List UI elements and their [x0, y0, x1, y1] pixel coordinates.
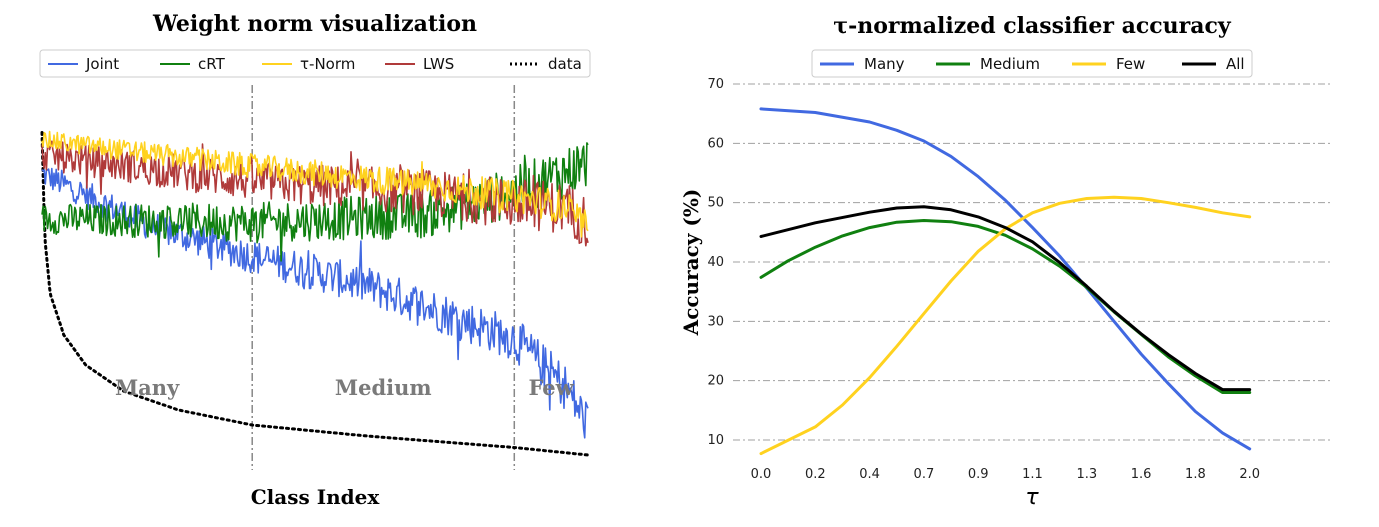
left-legend-label: cRT	[198, 55, 226, 73]
tau-accuracy-chart: τ-normalized classifier accuracy Many Med…	[679, 13, 1330, 510]
right-legend-label: Many	[864, 55, 905, 73]
left-legend-item-joint: Joint	[48, 55, 119, 73]
left-legend-frame	[39, 49, 591, 78]
x-tick-label: 0.4	[859, 467, 880, 482]
region-label-medium: Medium	[335, 375, 432, 400]
right-gridlines	[733, 83, 1330, 441]
series-line-medium	[759, 219, 1252, 394]
right-legend-label: All	[1226, 55, 1245, 73]
y-tick-label: 40	[707, 255, 724, 270]
series-line-joint	[41, 167, 589, 439]
x-tick-label: 2.0	[1239, 467, 1260, 482]
series-line-many	[759, 107, 1252, 451]
y-tick-label: 30	[707, 314, 724, 329]
right-series-lines	[759, 107, 1252, 456]
left-legend-label: LWS	[423, 55, 454, 73]
x-tick-label: 1.1	[1022, 467, 1043, 482]
series-line-all	[759, 205, 1252, 392]
left-x-axis-label: Class Index	[251, 485, 381, 509]
y-tick-label: 50	[707, 196, 724, 211]
left-legend: Joint cRT τ-Norm LWS data	[39, 49, 591, 78]
region-label-few: Few	[529, 375, 575, 400]
right-legend: Many Medium Few All	[811, 49, 1253, 78]
weight-norm-chart: Weight norm visualization Joint cRT τ-Norm…	[39, 11, 591, 509]
right-x-ticks: 0.0 0.2 0.4 0.7 0.9 1.1 1.3 1.6 1.8 2.0	[751, 467, 1260, 482]
series-line-norm	[41, 130, 589, 238]
y-tick-label: 20	[707, 374, 724, 389]
right-legend-label: Few	[1116, 55, 1145, 73]
left-legend-item-norm: τ-Norm	[262, 55, 355, 73]
x-tick-label: 1.6	[1131, 467, 1152, 482]
x-tick-label: 0.2	[805, 467, 826, 482]
region-label-many: Many	[115, 375, 180, 400]
right-legend-item-few: Few	[1072, 55, 1145, 73]
x-tick-label: 1.3	[1076, 467, 1097, 482]
y-tick-label: 60	[707, 136, 724, 151]
left-region-dividers	[251, 85, 516, 470]
left-legend-item-data: data	[510, 55, 582, 73]
right-legend-item-all: All	[1182, 55, 1245, 73]
x-tick-label: 0.9	[968, 467, 989, 482]
left-region-labels: Many Medium Few	[115, 375, 575, 400]
right-y-ticks: 10 20 30 40 50 60 70	[707, 77, 724, 448]
right-legend-item-many: Many	[820, 55, 905, 73]
left-legend-label: Joint	[85, 55, 119, 73]
left-series-lines	[40, 130, 590, 457]
x-tick-label: 0.7	[914, 467, 935, 482]
right-y-axis-label: Accuracy (%)	[679, 189, 703, 337]
left-legend-label: τ-Norm	[300, 55, 355, 73]
x-tick-label: 1.8	[1185, 467, 1206, 482]
right-chart-title: τ-normalized classifier accuracy	[833, 13, 1232, 39]
y-tick-label: 70	[707, 77, 724, 92]
left-legend-label: data	[548, 55, 582, 73]
series-line-data	[40, 131, 590, 457]
right-legend-frame	[811, 49, 1253, 78]
left-legend-item-lws: LWS	[385, 55, 454, 73]
left-legend-item-crt: cRT	[160, 55, 226, 73]
right-x-axis-label: τ	[1025, 485, 1039, 510]
left-chart-title: Weight norm visualization	[152, 11, 477, 37]
series-line-few	[759, 195, 1252, 456]
y-tick-label: 10	[707, 433, 724, 448]
x-tick-label: 0.0	[751, 467, 772, 482]
right-legend-label: Medium	[980, 55, 1040, 73]
right-legend-item-medium: Medium	[936, 55, 1040, 73]
